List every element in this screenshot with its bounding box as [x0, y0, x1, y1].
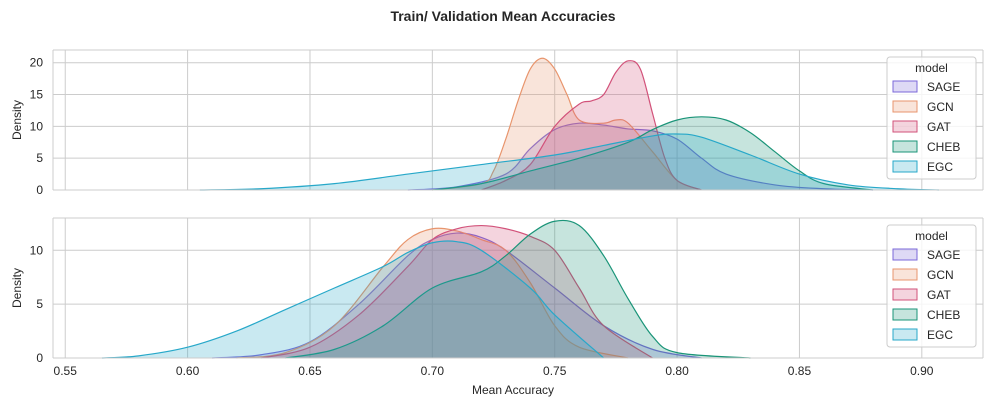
x-tick-label: 0.55 [54, 364, 78, 378]
x-tick-label: 0.60 [176, 364, 200, 378]
legend-title: model [915, 229, 948, 243]
top-panel: 0 5 10 15 20 Density model SAGE GCN GAT CHEB EGC [10, 49, 984, 197]
y-tick-label: 5 [36, 151, 43, 165]
legend-label-gat: GAT [927, 288, 951, 302]
x-tick-label: 0.85 [788, 364, 812, 378]
kde-area-cheb [432, 116, 873, 190]
y-axis-label: Density [10, 268, 24, 308]
kde-line-cheb [285, 219, 751, 359]
kde-line-gcn [432, 57, 702, 191]
legend-label-sage: SAGE [927, 80, 960, 94]
x-axis-label: Mean Accuracy [472, 383, 554, 397]
x-tick-label: 0.65 [298, 364, 322, 378]
legend-label-gat: GAT [927, 120, 951, 134]
y-tick-label: 15 [30, 88, 44, 102]
y-tick-label: 20 [30, 56, 44, 70]
kde-line-gat [481, 60, 702, 191]
kde-line-gat [260, 224, 653, 359]
kde-line-sage [407, 122, 873, 191]
kde-line-egc [199, 133, 939, 191]
legend-swatch-cheb [892, 308, 918, 321]
kde-area-sage [212, 233, 702, 358]
kde-line-gcn [236, 227, 629, 359]
legend-label-egc: EGC [927, 328, 953, 342]
legend-swatch-sage [892, 248, 918, 261]
x-tick-label: 0.90 [910, 364, 934, 378]
legend-label-sage: SAGE [927, 248, 960, 262]
legend-swatch-gcn [892, 268, 918, 281]
legend-swatch-cheb [892, 140, 918, 153]
kde-line-cheb [432, 116, 873, 191]
x-tick-label: 0.75 [543, 364, 567, 378]
y-axis-label: Density [10, 100, 24, 140]
legend-label-gcn: GCN [927, 100, 954, 114]
kde-area-gcn [236, 228, 629, 358]
x-tick-label: 0.80 [665, 364, 689, 378]
legend-label-egc: EGC [927, 160, 953, 174]
y-tick-label: 10 [30, 119, 44, 133]
kde-line-egc [101, 240, 605, 359]
y-tick-label: 5 [36, 297, 43, 311]
legend-swatch-sage [892, 80, 918, 93]
legend-swatch-gcn [892, 100, 918, 113]
figure-title: Train/ Validation Mean Accuracies [390, 8, 615, 24]
x-tick-label: 0.70 [421, 364, 445, 378]
kde-area-gat [261, 225, 653, 358]
kde-area-egc [199, 133, 939, 190]
legend-swatch-egc [892, 328, 918, 341]
legend-title: model [915, 61, 948, 75]
kde-area-cheb [285, 220, 751, 358]
kde-area-egc [101, 241, 604, 358]
y-tick-label: 0 [36, 183, 43, 197]
kde-area-sage [407, 122, 873, 190]
legend-label-gcn: GCN [927, 268, 954, 282]
legend-swatch-egc [892, 160, 918, 173]
bottom-panel: 0 5 10 0.55 0.60 0.65 0.70 0.75 0.80 0.85 0.90 Dens… [10, 217, 984, 397]
y-tick-label: 0 [36, 351, 43, 365]
legend-label-cheb: CHEB [927, 308, 960, 322]
legend-box [886, 224, 977, 348]
legend-swatch-gat [892, 120, 918, 133]
legend-swatch-gat [892, 288, 918, 301]
legend-box [886, 56, 977, 180]
y-tick-label: 10 [30, 243, 44, 257]
legend-label-cheb: CHEB [927, 140, 960, 154]
